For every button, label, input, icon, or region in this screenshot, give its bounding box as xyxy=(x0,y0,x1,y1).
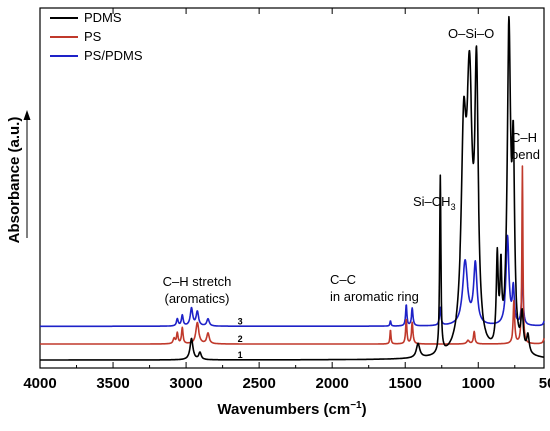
x-tick-label: 4000 xyxy=(23,375,56,392)
y-axis-arrow-head xyxy=(23,110,31,120)
curve-number-labels: 1 2 3 xyxy=(238,316,243,360)
x-axis-label-main: Wavenumbers (cm xyxy=(217,401,350,418)
x-axis-label-superscript: −1 xyxy=(350,400,362,411)
x-tick-label: 2500 xyxy=(242,375,275,392)
spectrum-line-ps xyxy=(39,165,545,345)
curve-label-1: 1 xyxy=(238,350,243,360)
legend: PDMS PS PS/PDMS xyxy=(50,10,143,63)
peak-annotations: C–H stretch (aromatics) C–C in aromatic rin… xyxy=(163,26,540,306)
x-axis-label-tail: ) xyxy=(362,401,367,418)
plot-frame xyxy=(39,7,545,369)
y-axis-label: Absorbance (a.u.) xyxy=(6,117,23,244)
curve-label-3: 3 xyxy=(238,316,243,326)
legend-label-3: PS/PDMS xyxy=(84,48,143,63)
peak-annotation-3-line-1: Si–CH3 xyxy=(413,194,456,212)
x-tick-label: 3500 xyxy=(96,375,129,392)
x-tick-label: 1000 xyxy=(462,375,495,392)
y-axis-label-group: Absorbance (a.u.) xyxy=(6,110,31,243)
spectra-curves xyxy=(39,15,545,361)
peak-annotation-2-line-2: in aromatic ring xyxy=(330,289,419,304)
peak-annotation-2-line-1: C–C xyxy=(330,272,356,287)
x-tick-label: 3000 xyxy=(169,375,202,392)
peak-annotation-subscript: 3 xyxy=(451,202,456,212)
peak-annotation-4-line-1: O–Si–O xyxy=(448,26,494,41)
legend-label-2: PS xyxy=(84,29,102,44)
x-tick-label: 2000 xyxy=(315,375,348,392)
spectrum-line-pdms xyxy=(39,15,545,361)
legend-label-1: PDMS xyxy=(84,10,122,25)
x-axis-label: Wavenumbers (cm−1) xyxy=(217,400,366,418)
curve-label-2: 2 xyxy=(238,334,243,344)
peak-annotation-1-line-1: C–H stretch xyxy=(163,274,232,289)
peak-annotation-5-line-1: C–H xyxy=(511,130,537,145)
x-tick-label: 500 xyxy=(539,375,550,392)
x-tick-label: 1500 xyxy=(389,375,422,392)
peak-annotation-5-line-2: bend xyxy=(511,147,540,162)
peak-annotation-1-line-2: (aromatics) xyxy=(164,291,229,306)
x-axis-ticks: 4000 3500 3000 2500 2000 1500 1000 500 xyxy=(23,8,550,392)
spectrum-line-ps-pdms xyxy=(39,234,545,328)
